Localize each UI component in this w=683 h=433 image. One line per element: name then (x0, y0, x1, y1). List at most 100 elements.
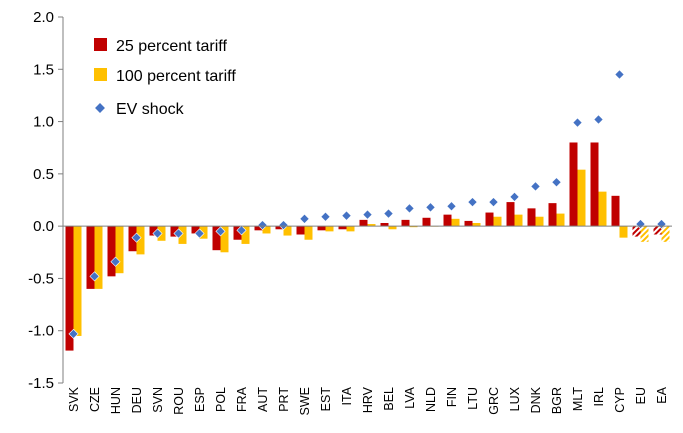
bar-25-percent-fra (233, 226, 242, 240)
x-category-label: SVN (151, 387, 165, 413)
legend-label-ev-shock: EV shock (116, 101, 185, 118)
y-axis: 2.0 1.5 1.0 0.5 0.0 -0.5 -1.0 -1.5 (28, 9, 64, 392)
x-category-label: BGR (550, 387, 564, 414)
ev-shock-marker-rou (173, 228, 184, 239)
bar-25-percent-grc (485, 212, 494, 227)
bar-25-percent-ita (338, 226, 347, 230)
bar-25-percent-svk (65, 226, 74, 351)
bar-25-percent-fin (443, 214, 452, 227)
bar-25-percent-aut (254, 226, 263, 231)
ev-shock-marker-lva (404, 203, 415, 214)
y-tick-label: -1.0 (28, 323, 54, 340)
ev-shock-marker-cze (89, 271, 100, 282)
x-category-label: ROU (172, 387, 186, 415)
bar-25-percent-hun (107, 226, 116, 277)
bar-25-percent-bgr (548, 203, 557, 227)
legend-label-25-percent: 25 percent tariff (116, 38, 227, 55)
bar-25-percent-ea (653, 226, 662, 235)
x-category-label: AUT (256, 387, 270, 412)
bar-25-percent-deu (128, 226, 137, 252)
bar-25-percent-prt (275, 226, 284, 230)
ev-shock-marker-svn (152, 228, 163, 239)
bar-100-percent-pol (220, 226, 229, 253)
bar-100-percent-esp (199, 226, 208, 239)
ev-shock-marker-cyp (614, 69, 625, 80)
bar-100-percent-prt (283, 226, 292, 236)
ev-shock-marker-svk (68, 328, 79, 339)
bar-100-percent-ita (346, 226, 355, 232)
bar-100-percent-deu (136, 226, 145, 255)
y-tick-label: 0.5 (33, 166, 54, 183)
x-category-label: DNK (529, 386, 543, 413)
bar-25-percent-ltu (464, 220, 473, 227)
ev-shock-marker-irl (593, 114, 604, 125)
bar-25-percent-esp (191, 226, 200, 234)
bar-25-percent-bel (380, 223, 389, 227)
bar-25-percent-irl (590, 142, 599, 227)
bar-25-percent-hrv (359, 219, 368, 227)
bar-100-percent-bgr (556, 213, 565, 227)
y-tick-label: -0.5 (28, 270, 54, 287)
bars (65, 142, 670, 351)
x-category-label: DEU (130, 387, 144, 413)
bar-25-percent-pol (212, 226, 221, 251)
x-category-label: EA (655, 386, 669, 403)
x-category-label: SWE (298, 387, 312, 415)
bar-25-percent-mlt (569, 142, 578, 227)
bar-100-percent-cyp (619, 226, 628, 238)
x-category-label: LVA (403, 386, 417, 408)
bar-25-percent-nld (422, 217, 431, 227)
ev-shock-marker-hun (110, 256, 121, 267)
bar-100-percent-hun (115, 226, 124, 274)
ev-shock-marker-dnk (530, 181, 541, 192)
bar-25-percent-svn (149, 226, 158, 236)
bar-100-percent-mlt (577, 169, 586, 227)
bar-100-percent-rou (178, 226, 187, 244)
ev-shock-marker-swe (299, 213, 310, 224)
bar-100-percent-ea (661, 226, 670, 242)
ev-shock-marker-fra (236, 225, 247, 236)
bar-25-percent-dnk (527, 208, 536, 227)
bar-100-percent-est (325, 226, 334, 232)
x-axis: SVK CZE HUN DEU SVN ROU ESP POL FRA AUT PRT SWE EST I… (63, 225, 672, 415)
bar-100-percent-lva (409, 226, 418, 228)
ev-shock-marker-est (320, 211, 331, 222)
x-category-label: SVK (67, 386, 81, 412)
ev-shock-marker-bel (383, 208, 394, 219)
y-tick-label: -1.5 (28, 375, 54, 392)
ev-shock-marker-deu (131, 232, 142, 243)
x-category-label: FRA (235, 386, 249, 412)
x-category-label: HRV (361, 386, 375, 413)
bar-25-percent-lva (401, 219, 410, 227)
x-category-label: EST (319, 387, 333, 412)
ev-shock-marker-nld (425, 202, 436, 213)
y-tick-label: 2.0 (33, 9, 54, 26)
x-category-label: BEL (382, 387, 396, 411)
y-tick-label: 1.5 (33, 61, 54, 78)
ev-shock-marker-pol (215, 226, 226, 237)
bar-100-percent-fin (451, 218, 460, 227)
ev-shock-marker-aut (257, 220, 268, 231)
x-category-label: POL (214, 387, 228, 412)
legend-label-100-percent: 100 percent tariff (116, 68, 236, 85)
ev-shock-marker-mlt (572, 117, 583, 128)
legend-marker-ev-shock (95, 103, 105, 113)
x-category-label: HUN (109, 387, 123, 414)
bar-100-percent-dnk (535, 216, 544, 227)
bar-100-percent-cze (94, 226, 103, 289)
ev-shock-marker-grc (488, 197, 499, 208)
bar-25-percent-est (317, 226, 326, 231)
x-category-label: NLD (424, 387, 438, 412)
x-category-label: LUX (508, 386, 522, 411)
bar-100-percent-bel (388, 226, 397, 230)
bar-100-percent-swe (304, 226, 313, 240)
x-category-label: IRL (592, 387, 606, 407)
bar-25-percent-rou (170, 226, 179, 237)
bar-100-percent-lux (514, 214, 523, 227)
ev-shock-marker-esp (194, 228, 205, 239)
bar-100-percent-eu (640, 226, 649, 242)
bar-25-percent-cze (86, 226, 95, 289)
bar-25-percent-eu (632, 226, 641, 237)
x-category-label: GRC (487, 387, 501, 415)
